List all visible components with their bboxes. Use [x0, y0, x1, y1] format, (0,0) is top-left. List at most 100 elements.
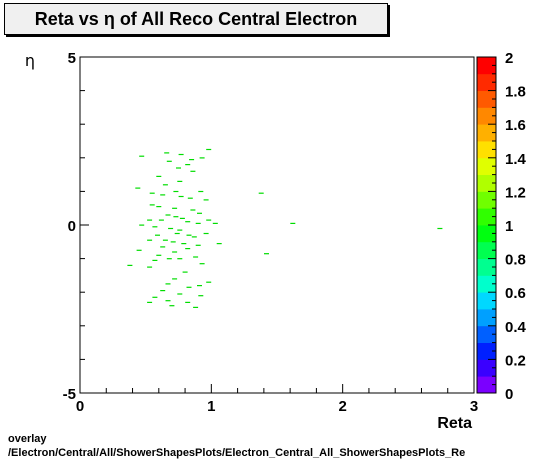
heatmap-cell-53 [136, 249, 142, 251]
heatmap-cell-44 [162, 239, 168, 241]
heatmap-cell-48 [147, 239, 153, 241]
heatmap-cell-60 [127, 264, 133, 266]
heatmap-cell-5 [199, 157, 205, 159]
colorbar: 0 0.2 0.4 0.6 0.8 1 1.2 1.4 1.6 1.8 2 [476, 50, 527, 403]
heatmap-cell-33 [206, 219, 212, 221]
heatmap-cell-69 [177, 293, 183, 295]
colorbar-tick-label: 0 [505, 386, 513, 403]
colorbar-segment [477, 141, 496, 159]
heatmap-cell-19 [187, 197, 193, 199]
colorbar-segment [477, 309, 496, 327]
colorbar-tick-label: 0.4 [505, 319, 527, 336]
heatmap-cell-14 [173, 190, 179, 193]
heatmap-cell-79 [264, 253, 269, 255]
x-tick-label: 3 [470, 398, 478, 415]
colorbar-segment [477, 258, 496, 276]
heatmap-cell-62 [182, 271, 188, 273]
colorbar-segment [477, 174, 496, 192]
heatmap-cell-42 [203, 232, 209, 235]
heatmap-cell-57 [193, 256, 199, 258]
colorbar-tick-label: 1.2 [505, 184, 526, 201]
colorbar-segment [477, 191, 496, 209]
footer-line-1: overlay [8, 433, 47, 445]
heatmap-cell-11 [177, 180, 183, 182]
colorbar-tick-label: 1 [505, 218, 513, 235]
colorbar-tick-label: 2 [505, 50, 513, 67]
heatmap-cell-4 [206, 148, 212, 151]
axes: 0 1 2 3-505 [63, 50, 479, 415]
y-tick-label: 5 [68, 50, 76, 67]
heatmap-cell-35 [139, 224, 145, 226]
heatmap-cell-34 [212, 222, 218, 224]
colorbar-segment [477, 90, 496, 108]
colorbar-tick-label: 0.6 [505, 285, 526, 302]
heatmap-cell-72 [165, 300, 171, 302]
heatmap-cell-32 [195, 222, 201, 224]
heatmap-cell-6 [185, 164, 191, 166]
colorbar-segment [477, 124, 496, 142]
heatmap-cell-9 [190, 170, 196, 172]
heatmap-cell-31 [185, 221, 191, 223]
heatmap-cell-28 [179, 217, 185, 219]
heatmap-cell-20 [203, 199, 209, 201]
heatmap-cell-64 [165, 283, 171, 285]
heatmap-cell-77 [258, 192, 264, 194]
heatmap-cell-26 [165, 214, 171, 216]
heatmap-cell-71 [152, 296, 158, 298]
heatmap-cell-1 [164, 152, 170, 154]
heatmap-cell-0 [139, 155, 145, 157]
heatmap-cell-22 [156, 206, 162, 208]
heatmap-cell-37 [168, 227, 174, 230]
heatmap-cell-2 [178, 153, 184, 156]
heatmap-cell-66 [186, 286, 192, 288]
colorbar-segment [477, 275, 496, 293]
heatmap-cell-12 [162, 184, 168, 186]
colorbar-segment [477, 342, 496, 360]
y-axis-label: η [25, 51, 35, 70]
heatmap-cell-56 [177, 258, 183, 260]
heatmap-cell-29 [147, 219, 153, 221]
heatmap-cell-54 [156, 254, 162, 256]
heatmap-cell-68 [206, 281, 212, 283]
heatmap-cell-58 [152, 259, 158, 261]
heatmap-cell-18 [178, 195, 184, 198]
colorbar-segment [477, 208, 496, 226]
heatmap-cell-43 [155, 234, 160, 236]
x-tick-label: 1 [207, 398, 215, 415]
colorbar-segment [477, 107, 496, 125]
colorbar-tick-label: 0.2 [505, 352, 526, 369]
footer-line-2: /Electron/Central/All/ShowerShapesPlots/… [8, 447, 466, 459]
colorbar-tick-label: 0.8 [505, 252, 526, 269]
heatmap-cell-47 [195, 244, 201, 246]
heatmap-cell-38 [177, 229, 183, 231]
colorbar-segment [477, 57, 496, 75]
heatmap-cell-50 [185, 248, 191, 250]
colorbar-segment [477, 376, 496, 394]
heatmap-cell-80 [437, 227, 443, 230]
heatmap-cell-16 [149, 192, 155, 194]
heatmap-cell-41 [191, 236, 197, 238]
footer: overlay /Electron/Central/All/ShowerShap… [8, 432, 465, 460]
x-tick-label: 2 [338, 398, 346, 415]
heatmap-cell-63 [172, 278, 178, 280]
colorbar-segment [477, 325, 496, 343]
colorbar-segment [477, 73, 496, 91]
heatmap-cell-27 [173, 216, 179, 218]
colorbar-tick-label: 1.4 [505, 151, 527, 168]
heatmap-cell-3 [189, 159, 195, 161]
heatmap-cell-15 [198, 190, 204, 193]
heatmap-chart: 0 1 2 3-505 Reta η 00.20.40.60.811.21.41.61… [25, 50, 527, 432]
y-tick-label: -5 [63, 386, 76, 403]
colorbar-tick-label: 1.6 [505, 117, 526, 134]
x-tick-label: 0 [76, 398, 84, 415]
heatmap-cell-75 [147, 301, 153, 303]
heatmap-cell-10 [156, 175, 162, 177]
colorbar-tick-label: 1.8 [505, 84, 526, 101]
colorbar-segment [477, 359, 496, 377]
colorbar-segment [477, 241, 496, 259]
heatmap-cell-51 [216, 243, 222, 245]
heatmap-cell-74 [169, 305, 175, 307]
colorbar-segment [477, 225, 496, 243]
heatmap-cell-21 [149, 204, 155, 206]
heatmap-cell-30 [158, 219, 164, 221]
